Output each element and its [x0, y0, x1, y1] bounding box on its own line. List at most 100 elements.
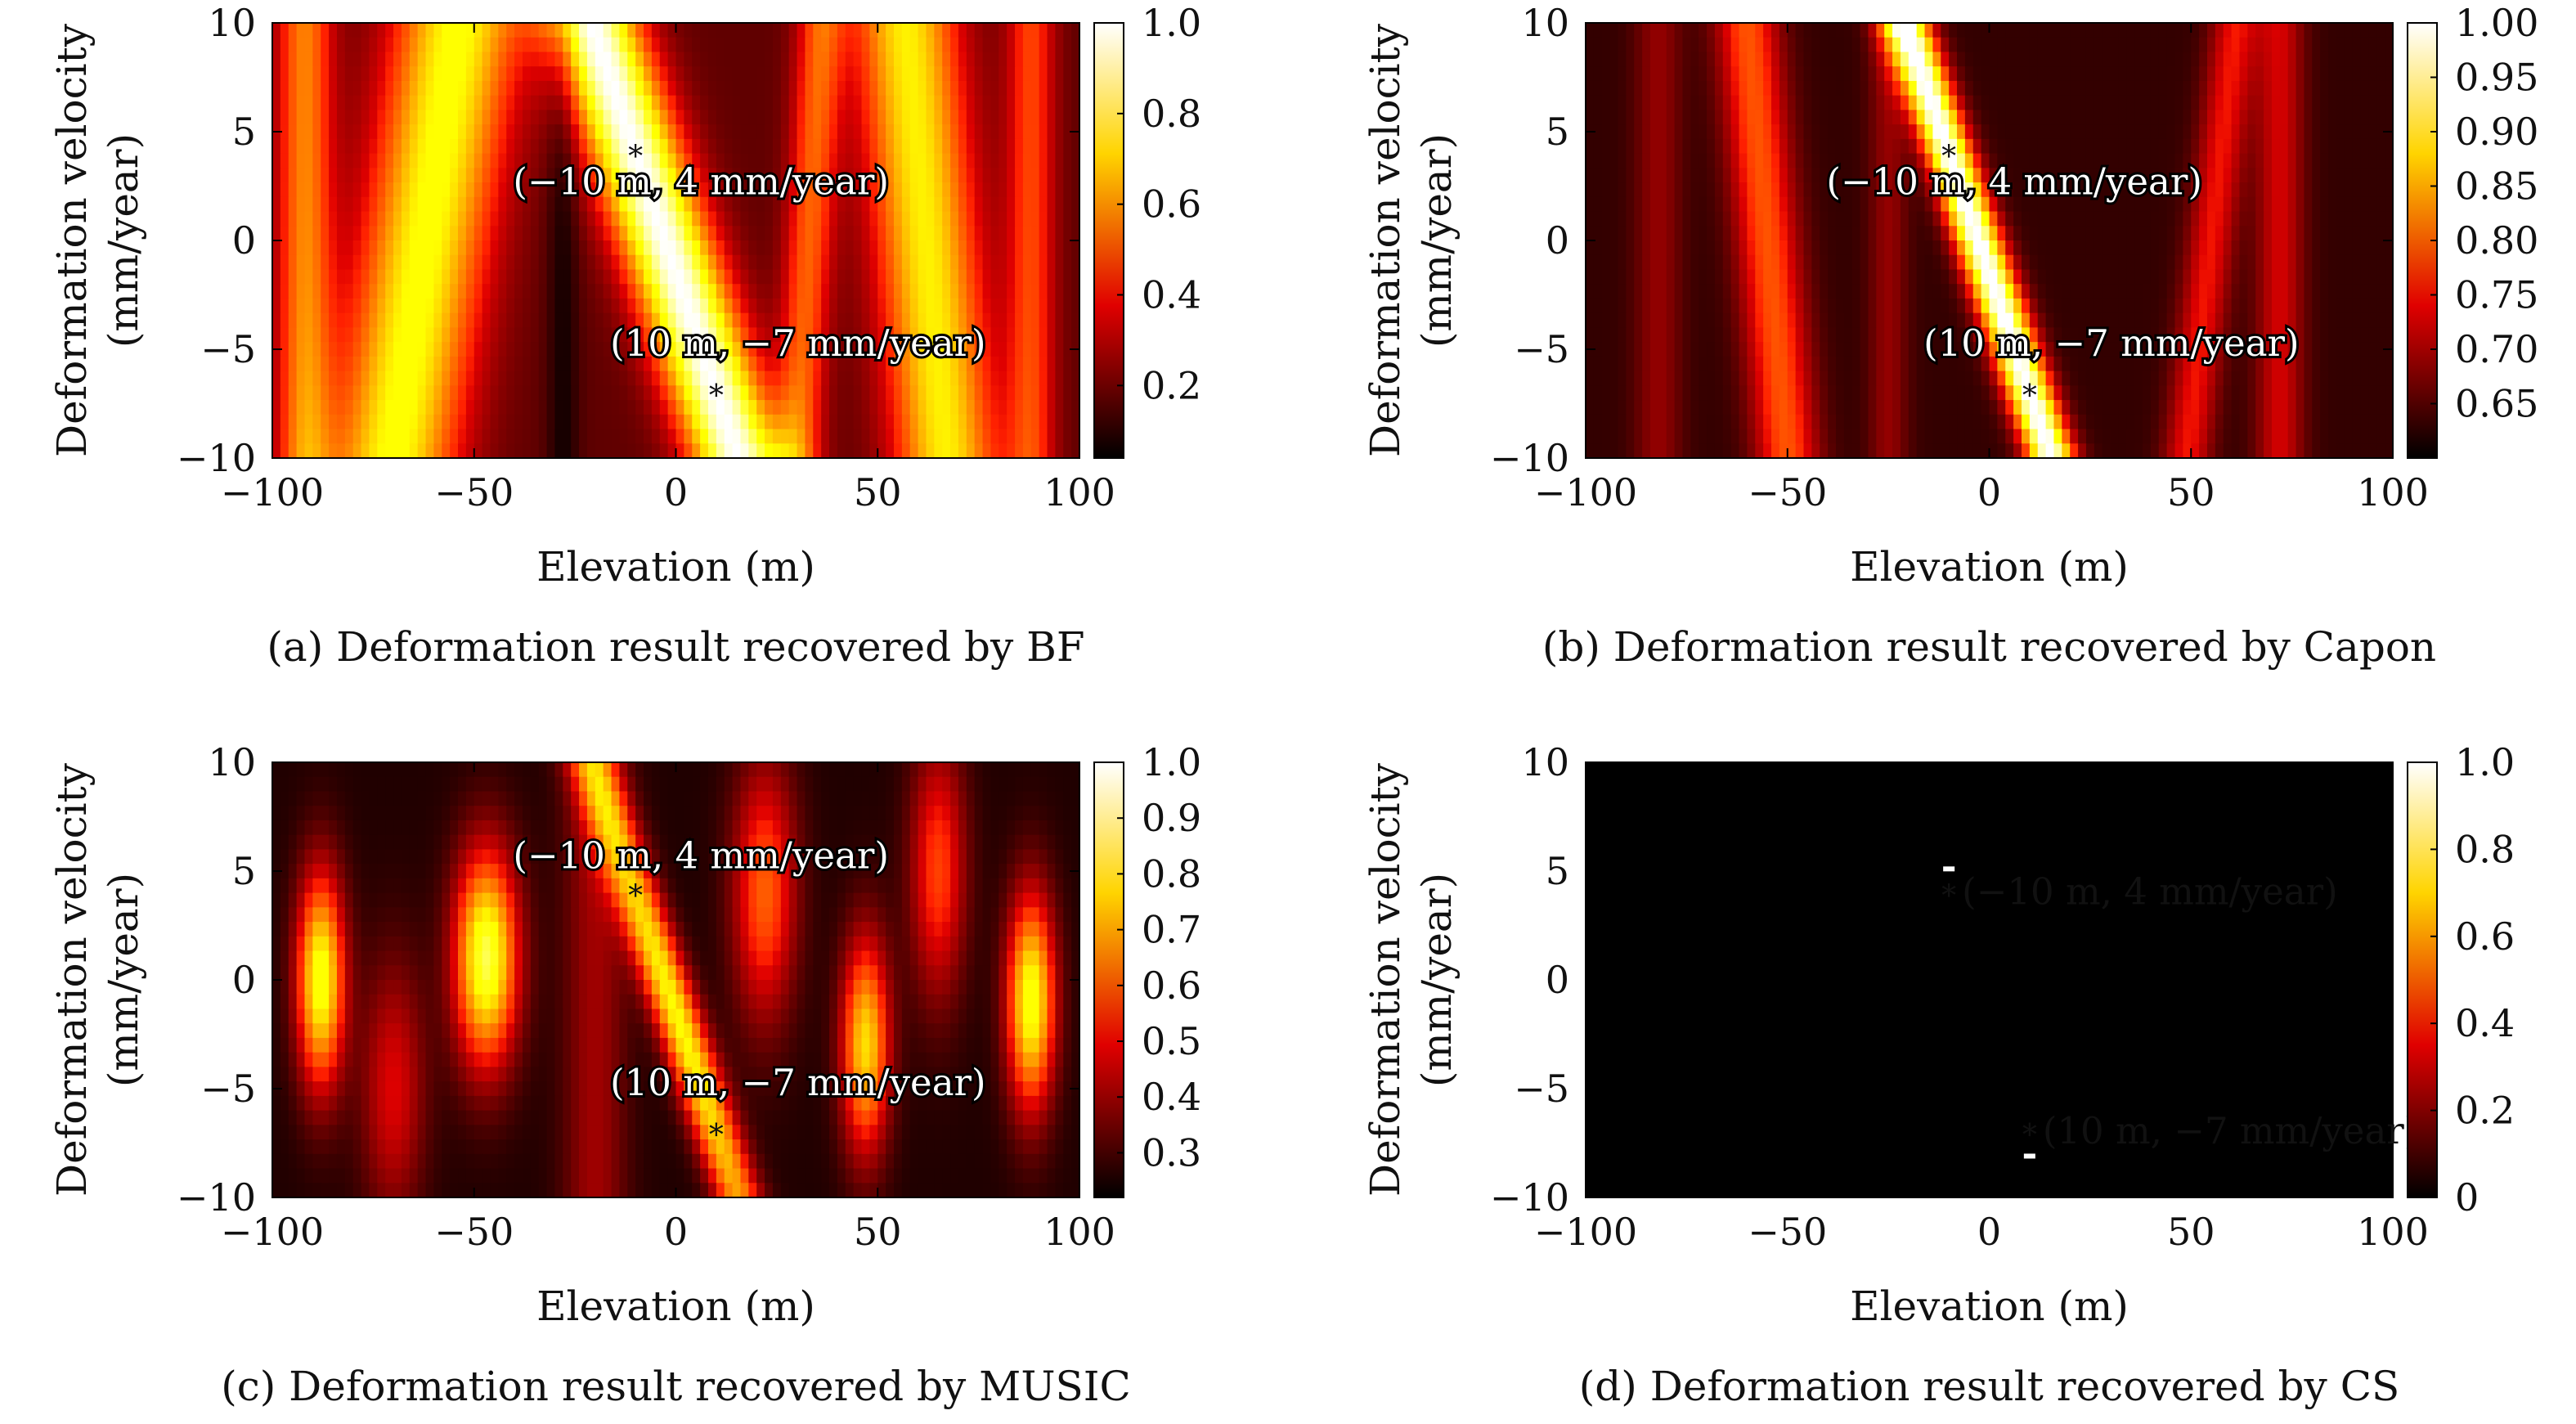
heatmap-cell — [611, 110, 621, 125]
heatmap-cell — [1642, 52, 1651, 67]
heatmap-cell — [296, 138, 306, 155]
heatmap-cell — [934, 124, 943, 140]
heatmap-cell — [1593, 168, 1603, 183]
heatmap-cell — [635, 182, 644, 198]
heatmap-cell — [756, 23, 765, 38]
heatmap-cell — [2126, 226, 2135, 241]
heatmap-cell — [732, 371, 742, 386]
heatmap-cell — [458, 168, 467, 183]
heatmap-cell — [2037, 211, 2047, 227]
heatmap-cell — [999, 298, 1008, 314]
heatmap-cell — [321, 385, 330, 401]
heatmap-cell — [522, 211, 532, 227]
heatmap-cell — [2312, 95, 2321, 110]
heatmap-cell — [425, 95, 434, 110]
heatmap-cell — [465, 37, 475, 53]
heatmap-cell — [1892, 168, 1901, 183]
heatmap-cell — [982, 196, 992, 213]
heatmap-cell — [1649, 153, 1659, 168]
heatmap-cell — [506, 400, 515, 416]
heatmap-cell — [1626, 298, 1635, 314]
heatmap-cell — [966, 327, 976, 343]
heatmap-cell — [401, 182, 411, 198]
heatmap-cell — [321, 196, 330, 213]
heatmap-cell — [2328, 124, 2337, 140]
heatmap-cell — [821, 138, 830, 155]
heatmap-cell — [1039, 226, 1048, 241]
heatmap-cell — [2239, 182, 2248, 198]
heatmap-cell — [1860, 211, 1869, 227]
heatmap-cell — [2247, 80, 2256, 97]
heatmap-cell — [603, 414, 613, 430]
heatmap-cell — [2174, 153, 2183, 168]
heatmap-cell — [2029, 240, 2039, 256]
heatmap-cell — [707, 327, 717, 343]
heatmap-cell — [288, 414, 298, 430]
heatmap-cell — [458, 371, 467, 386]
heatmap-cell — [1071, 110, 1080, 125]
heatmap-cell — [522, 52, 532, 67]
heatmap-cell — [595, 182, 604, 198]
heatmap-cell — [1932, 124, 1941, 140]
heatmap-cell — [329, 52, 338, 67]
heatmap-cell — [999, 95, 1008, 110]
heatmap-cell — [1642, 211, 1651, 227]
heatmap-cell — [1674, 52, 1684, 67]
heatmap-cell — [465, 66, 475, 82]
heatmap-cell — [2376, 95, 2385, 110]
heatmap-cell — [369, 254, 378, 271]
heatmap-cell — [344, 356, 354, 372]
heatmap-cell — [772, 211, 782, 227]
heatmap-cell — [1835, 211, 1845, 227]
heatmap-cell — [1015, 254, 1024, 271]
heatmap-cell — [272, 37, 281, 53]
heatmap-cell — [465, 371, 475, 386]
heatmap-cell — [918, 327, 927, 343]
heatmap-cell — [837, 211, 846, 227]
heatmap-cell — [901, 23, 911, 38]
heatmap-cell — [2336, 182, 2345, 198]
heatmap-cell — [1997, 182, 2006, 198]
heatmap-cell — [296, 284, 306, 299]
heatmap-cell — [886, 80, 895, 97]
heatmap-cell — [651, 37, 661, 53]
heatmap-cell — [1787, 95, 1797, 110]
heatmap-cell — [1747, 37, 1756, 53]
heatmap-cell — [1916, 52, 1926, 67]
heatmap-cell — [700, 240, 709, 256]
heatmap-cell — [756, 400, 765, 416]
heatmap-cell — [901, 443, 911, 459]
heatmap-cell — [934, 23, 943, 38]
heatmap-cell — [740, 298, 749, 314]
heatmap-cell — [2376, 80, 2385, 97]
heatmap-cell — [1941, 182, 1950, 198]
heatmap-cell — [2206, 80, 2216, 97]
heatmap-cell — [813, 138, 822, 155]
heatmap-cell — [554, 124, 563, 140]
heatmap-cell — [1618, 138, 1627, 155]
heatmap-cell — [886, 284, 895, 299]
heatmap-cell — [1941, 254, 1950, 271]
heatmap-cell — [1739, 124, 1748, 140]
heatmap-cell — [1828, 124, 1837, 140]
heatmap-cell — [926, 37, 935, 53]
heatmap-cell — [829, 400, 838, 416]
heatmap-cell — [425, 371, 434, 386]
heatmap-cell — [442, 182, 451, 198]
heatmap-cell — [321, 110, 330, 125]
heatmap-cell — [780, 226, 790, 241]
heatmap-cell — [675, 240, 684, 256]
heatmap-cell — [837, 400, 846, 416]
heatmap-cell — [1739, 110, 1748, 125]
heatmap-cell — [2085, 168, 2095, 183]
heatmap-cell — [425, 342, 434, 357]
heatmap-cell — [756, 153, 765, 168]
heatmap-cell — [321, 124, 330, 140]
heatmap-cell — [2062, 153, 2071, 168]
heatmap-cell — [2279, 153, 2289, 168]
heatmap-cell — [2320, 138, 2329, 155]
heatmap-cell — [1601, 124, 1611, 140]
heatmap-cell — [901, 196, 911, 213]
heatmap-cell — [909, 153, 919, 168]
heatmap-cell — [1957, 138, 1966, 155]
